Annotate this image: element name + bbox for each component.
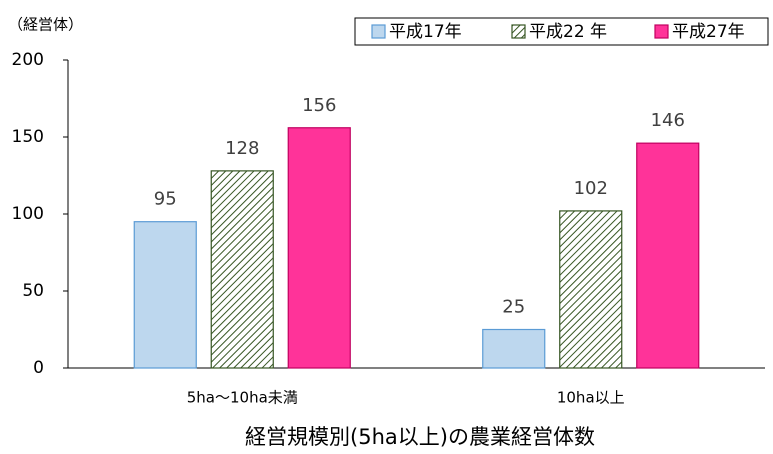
legend-swatch [371,24,386,39]
x-tick-label: 5ha〜10ha未満 [187,389,298,407]
value-label: 128 [225,138,259,159]
y-tick-label: 200 [12,50,44,70]
y-tick-label: 100 [12,204,44,224]
legend-swatch [511,24,526,39]
bar [210,170,274,369]
value-label: 25 [502,297,525,318]
bar [559,210,623,369]
legend-box [354,17,769,46]
bar [482,328,546,369]
legend-label: 平成22 年 [529,22,607,42]
bar [287,127,351,369]
y-tick-label: 50 [22,281,44,301]
legend-label: 平成27年 [672,22,745,42]
x-tick-label: 10ha以上 [557,389,625,407]
bar [636,142,700,369]
bar [133,221,197,369]
y-tick-label: 0 [33,358,44,378]
legend-swatch [654,24,669,39]
chart-title: 経営規模別(5ha以上)の農業経営体数 [245,425,595,449]
value-label: 156 [302,95,336,116]
value-label: 102 [574,178,608,199]
y-tick-label: 150 [12,127,44,147]
y-axis-label: （経営体） [8,16,83,34]
value-label: 146 [651,110,685,131]
legend-label: 平成17年 [389,22,462,42]
value-label: 95 [154,189,177,210]
